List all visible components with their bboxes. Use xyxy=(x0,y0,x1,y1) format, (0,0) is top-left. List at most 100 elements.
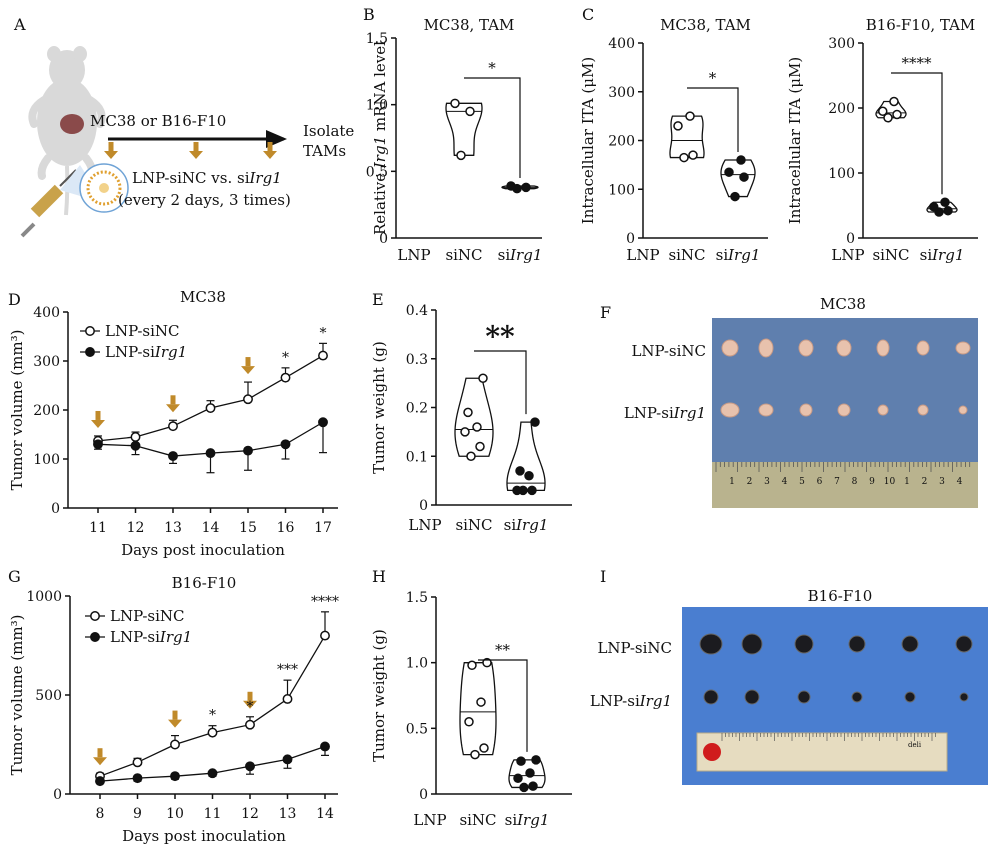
violin-shape xyxy=(720,159,756,198)
schedule-label: (every 2 days, 3 times) xyxy=(118,191,291,209)
data-point xyxy=(280,372,291,383)
data-point xyxy=(512,485,522,496)
ruler-number: 4 xyxy=(782,477,788,487)
ruler-number: 8 xyxy=(852,477,858,487)
y-tick-label: 0.5 xyxy=(366,164,388,180)
data-point xyxy=(528,781,538,791)
ruler-number: 2 xyxy=(922,477,928,487)
data-point xyxy=(464,717,474,727)
x-prefix-label: LNP xyxy=(831,246,864,264)
x-tick-label: 11 xyxy=(89,520,107,536)
arrow-head xyxy=(243,700,257,709)
schematic-panel: MC38 or B16-F10 LNP-siNC vs. siIrg1 (eve… xyxy=(20,46,354,238)
arrow-shaft xyxy=(247,691,253,701)
tumor-sample xyxy=(798,339,814,357)
x-tick-label: 16 xyxy=(277,520,295,536)
y-tick-label: 100 xyxy=(828,166,855,182)
tumor-sample xyxy=(741,633,763,655)
y-tick-label: 0 xyxy=(379,231,388,247)
data-point xyxy=(943,205,953,216)
tumor-sample xyxy=(799,403,813,417)
x-tick-label: 17 xyxy=(314,520,332,536)
outcome-label-2: TAMs xyxy=(303,142,346,160)
violin-shape xyxy=(445,102,483,156)
arrow-shaft xyxy=(170,395,176,405)
photo-i-ruler xyxy=(696,732,948,772)
tumor-sample xyxy=(876,339,890,357)
group-label: siIrg1 xyxy=(716,246,761,264)
photo-i-row2-label: LNP-siIrg1 xyxy=(590,692,672,710)
arrow-head xyxy=(166,404,180,413)
significance-label: **** xyxy=(311,594,339,610)
legend-marker xyxy=(90,611,100,621)
data-point xyxy=(450,98,460,109)
y-tick-label: 200 xyxy=(828,101,855,117)
legend-marker xyxy=(85,347,95,357)
y-tick-label: 300 xyxy=(608,85,635,101)
data-point xyxy=(531,755,541,765)
data-point xyxy=(318,417,328,428)
data-point xyxy=(318,350,328,361)
y-tick-label: 0.3 xyxy=(406,352,428,368)
data-point xyxy=(889,96,899,107)
violin-shape xyxy=(506,421,546,492)
data-point xyxy=(320,630,330,641)
schedule-arrow-icon xyxy=(263,142,277,159)
data-point xyxy=(465,106,475,117)
data-point xyxy=(245,719,255,730)
tumor-sample xyxy=(958,405,968,415)
ruler-number: 5 xyxy=(799,477,805,487)
data-point xyxy=(93,439,103,450)
y-tick-label: 400 xyxy=(33,305,60,321)
y-axis-label: Tumor volume (mm³) xyxy=(8,330,26,491)
group-label: siIrg1 xyxy=(920,246,965,264)
dosing-arrow-icon xyxy=(168,710,182,728)
data-point xyxy=(456,150,466,161)
arrow-shaft xyxy=(193,142,199,151)
y-axis-label: Intracellular ITA (μM) xyxy=(786,57,804,224)
tumor-sample xyxy=(959,692,969,702)
significance-label: * xyxy=(247,699,254,715)
tumor-samples xyxy=(720,338,971,418)
schedule-arrow-icon xyxy=(104,142,118,159)
data-point xyxy=(130,432,141,442)
ruler-number: 1 xyxy=(904,477,910,487)
dosing-arrows xyxy=(104,142,277,159)
data-point xyxy=(170,771,180,782)
data-point xyxy=(679,152,689,163)
data-point xyxy=(883,113,893,123)
ruler-ticks xyxy=(721,733,936,741)
group-gene: Irg1 xyxy=(727,246,760,264)
data-point xyxy=(525,768,535,778)
x-axis-label: Days post inoculation xyxy=(121,541,285,559)
arrow-head xyxy=(91,419,105,428)
data-point xyxy=(207,727,218,738)
tumor-sample xyxy=(955,341,971,355)
tumor-sample xyxy=(758,403,774,417)
tumor-sample xyxy=(794,634,814,654)
y-tick-label: 1.5 xyxy=(366,31,388,47)
data-point xyxy=(205,403,216,413)
y-tick-label: 0 xyxy=(51,501,60,517)
y-axis-label: Tumor volume (mm³) xyxy=(8,615,26,776)
dosing-arrow-icon xyxy=(241,357,255,375)
x-tick-label: 9 xyxy=(133,806,142,822)
y-tick-label: 0 xyxy=(626,231,635,247)
legend-marker xyxy=(90,632,100,642)
data-point xyxy=(207,768,218,779)
group-prefix: si xyxy=(504,516,517,534)
data-point xyxy=(479,743,489,753)
dosing-arrow-icon xyxy=(166,395,180,413)
arrow-shaft xyxy=(97,748,103,758)
y-tick-label: 500 xyxy=(35,688,62,704)
data-point xyxy=(95,776,105,787)
significance-bracket xyxy=(478,659,528,752)
data-point xyxy=(878,106,888,116)
data-point xyxy=(467,660,477,671)
data-point xyxy=(892,109,902,120)
legend-marker xyxy=(85,326,95,336)
tumor-samples xyxy=(699,633,973,705)
group-label: siNC xyxy=(445,246,482,264)
arrow-shaft xyxy=(245,357,251,367)
significance-bracket xyxy=(474,350,527,415)
